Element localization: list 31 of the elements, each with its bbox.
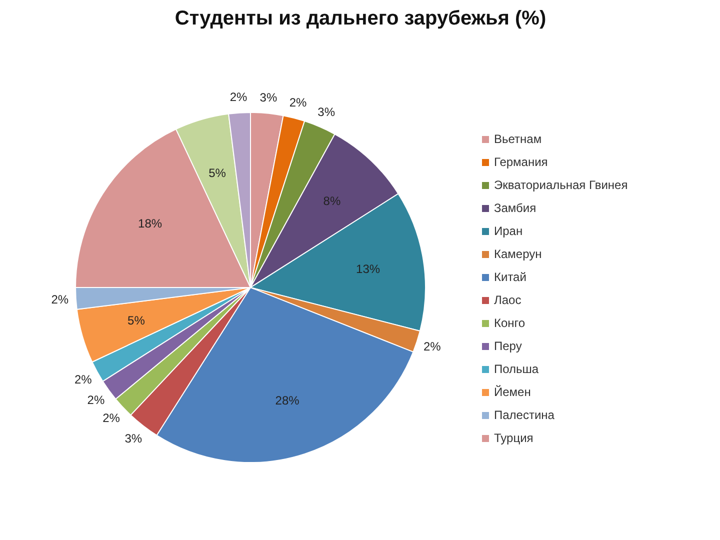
data-label: 13% bbox=[356, 262, 380, 276]
data-label: 3% bbox=[260, 90, 278, 104]
legend-label: Лаос bbox=[494, 293, 522, 307]
data-label: 8% bbox=[323, 194, 341, 208]
data-label: 3% bbox=[318, 105, 336, 120]
data-label: 5% bbox=[208, 166, 226, 180]
legend-label: Польша bbox=[494, 362, 539, 376]
data-label: 28% bbox=[275, 394, 300, 408]
legend-label: Экваториальная Гвинея bbox=[494, 178, 628, 192]
data-label: 5% bbox=[128, 314, 146, 328]
data-label: 3% bbox=[124, 431, 142, 446]
chart-title: Студенты из дальнего зарубежья (%) bbox=[174, 8, 546, 30]
legend-label: Иран bbox=[494, 224, 523, 238]
legend-label: Конго bbox=[494, 316, 526, 330]
data-label: 2% bbox=[423, 340, 442, 354]
data-label: 2% bbox=[51, 292, 69, 306]
legend-label: Камерун bbox=[494, 247, 542, 261]
data-label: 2% bbox=[289, 96, 307, 110]
legend-label: Китай bbox=[494, 270, 526, 284]
data-label: 2% bbox=[87, 392, 105, 407]
legend-label: Йемен bbox=[494, 385, 531, 399]
legend-label: Германия bbox=[494, 155, 548, 169]
legend-label: Перу bbox=[494, 339, 522, 353]
data-label: 18% bbox=[138, 216, 162, 231]
legend-label: Палестина bbox=[494, 408, 554, 422]
legend-label: Турция bbox=[494, 431, 534, 445]
legend-label: Замбия bbox=[494, 201, 536, 215]
legend-label: Вьетнам bbox=[494, 132, 542, 146]
data-label: 2% bbox=[74, 372, 92, 387]
data-label: 2% bbox=[102, 411, 120, 426]
data-label: 2% bbox=[230, 90, 248, 104]
